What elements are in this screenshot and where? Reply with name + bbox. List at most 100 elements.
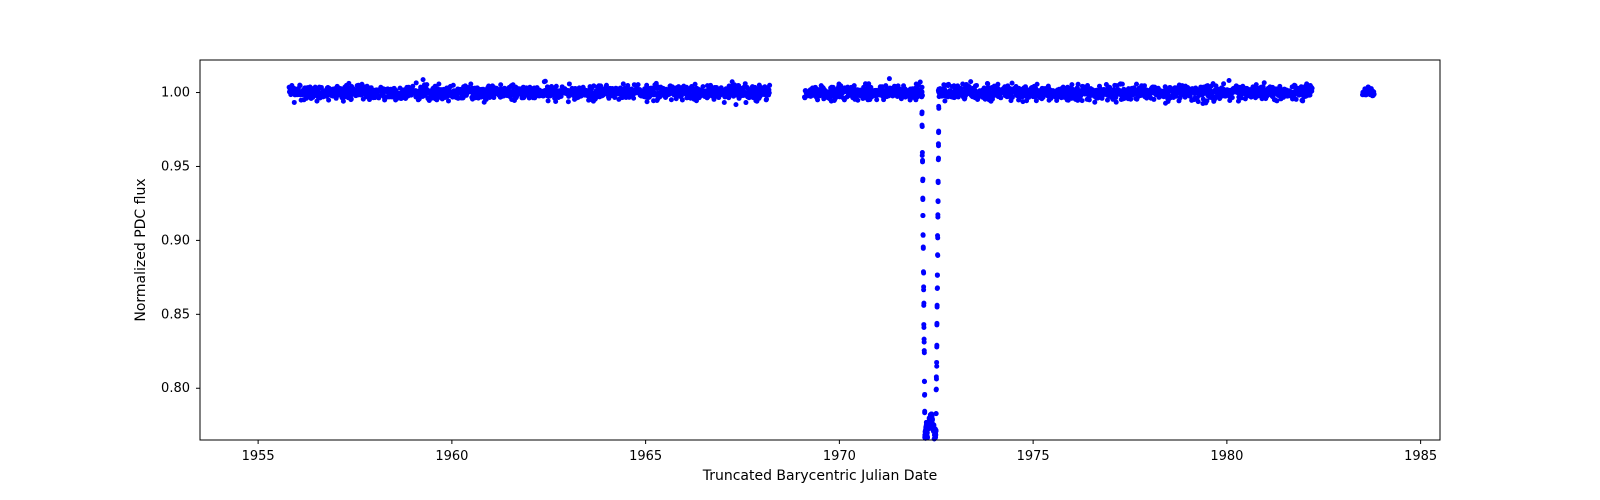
data-point bbox=[645, 99, 650, 104]
x-tick-label: 1960 bbox=[435, 449, 468, 464]
data-point bbox=[1294, 97, 1299, 102]
data-point bbox=[424, 82, 429, 87]
data-point bbox=[1262, 80, 1267, 85]
data-point bbox=[1151, 97, 1156, 102]
x-tick-label: 1975 bbox=[1017, 449, 1050, 464]
lightcurve-chart: 19551960196519701975198019850.800.850.90… bbox=[0, 0, 1600, 500]
data-point bbox=[1069, 82, 1074, 87]
data-point bbox=[326, 98, 331, 103]
data-point bbox=[733, 102, 738, 107]
y-tick-label: 0.80 bbox=[161, 381, 190, 396]
data-point bbox=[680, 98, 685, 103]
data-point bbox=[1035, 82, 1040, 87]
data-point bbox=[436, 81, 441, 86]
data-point bbox=[918, 79, 923, 84]
data-point bbox=[921, 271, 926, 276]
data-point bbox=[543, 79, 548, 84]
data-point bbox=[921, 284, 926, 289]
data-point bbox=[934, 387, 939, 392]
data-point bbox=[1114, 100, 1119, 105]
data-point bbox=[767, 83, 772, 88]
x-tick-label: 1985 bbox=[1404, 449, 1437, 464]
x-tick-label: 1965 bbox=[629, 449, 662, 464]
data-point bbox=[936, 156, 941, 161]
data-point bbox=[920, 123, 925, 128]
data-point bbox=[935, 212, 940, 217]
data-point bbox=[925, 435, 930, 440]
data-point bbox=[920, 153, 925, 158]
data-point bbox=[974, 83, 979, 88]
data-point bbox=[567, 81, 572, 86]
axes-spine bbox=[200, 60, 1440, 440]
data-point bbox=[919, 89, 924, 94]
data-point bbox=[922, 350, 927, 355]
data-point bbox=[920, 177, 925, 182]
data-point bbox=[855, 98, 860, 103]
data-point bbox=[700, 84, 705, 89]
x-tick-label: 1955 bbox=[242, 449, 275, 464]
data-point bbox=[968, 79, 973, 84]
data-point bbox=[936, 130, 941, 135]
data-point bbox=[920, 85, 925, 90]
data-point bbox=[921, 301, 926, 306]
data-point bbox=[936, 89, 941, 94]
data-point bbox=[936, 179, 941, 184]
data-point bbox=[934, 429, 939, 434]
data-point bbox=[998, 95, 1003, 100]
data-point bbox=[930, 416, 935, 421]
data-point bbox=[414, 80, 419, 85]
data-point bbox=[921, 245, 926, 250]
x-tick-label: 1970 bbox=[823, 449, 856, 464]
data-point bbox=[349, 97, 354, 102]
data-point bbox=[446, 98, 451, 103]
data-point bbox=[934, 374, 939, 379]
data-point bbox=[292, 100, 297, 105]
data-point bbox=[625, 83, 630, 88]
data-point bbox=[498, 82, 503, 87]
x-axis: 1955 1960 1965 1970 1975 1980 1985 bbox=[242, 440, 1438, 464]
data-point bbox=[934, 343, 939, 348]
data-point bbox=[451, 83, 456, 88]
data-point bbox=[922, 379, 927, 384]
y-tick-label: 1.00 bbox=[161, 86, 190, 101]
y-axis-label: Normalized PDC flux bbox=[133, 178, 149, 321]
data-point bbox=[935, 253, 940, 258]
data-point bbox=[852, 83, 857, 88]
data-point bbox=[669, 97, 674, 102]
data-point bbox=[887, 76, 892, 81]
data-point bbox=[942, 98, 947, 103]
data-point bbox=[1080, 98, 1085, 103]
data-point bbox=[764, 97, 769, 102]
y-tick-label: 0.85 bbox=[161, 307, 190, 322]
data-point bbox=[1230, 95, 1235, 100]
data-point bbox=[421, 77, 426, 82]
data-point bbox=[936, 104, 941, 109]
data-point bbox=[1372, 92, 1377, 97]
data-point bbox=[935, 272, 940, 277]
data-point bbox=[934, 322, 939, 327]
data-point bbox=[1221, 81, 1226, 86]
data-point bbox=[936, 141, 941, 146]
data-point bbox=[921, 322, 926, 327]
data-point bbox=[546, 98, 551, 103]
data-point bbox=[298, 83, 303, 88]
scatter-points bbox=[287, 76, 1377, 441]
data-point bbox=[921, 232, 926, 237]
data-point bbox=[722, 100, 727, 105]
data-point bbox=[1227, 78, 1232, 83]
data-point bbox=[1010, 81, 1015, 86]
data-point bbox=[922, 340, 927, 345]
data-point bbox=[936, 199, 941, 204]
data-point bbox=[468, 82, 473, 87]
y-axis: 0.800.850.900.951.00 bbox=[161, 86, 200, 397]
data-point bbox=[1134, 82, 1139, 87]
data-point bbox=[934, 364, 939, 369]
x-tick-label: 1980 bbox=[1210, 449, 1243, 464]
data-point bbox=[1196, 99, 1201, 104]
data-point bbox=[1310, 86, 1315, 91]
chart-svg: 19551960196519701975198019850.800.850.90… bbox=[0, 0, 1600, 500]
data-point bbox=[934, 411, 939, 416]
data-point bbox=[767, 90, 772, 95]
data-point bbox=[995, 82, 1000, 87]
data-point bbox=[743, 100, 748, 105]
